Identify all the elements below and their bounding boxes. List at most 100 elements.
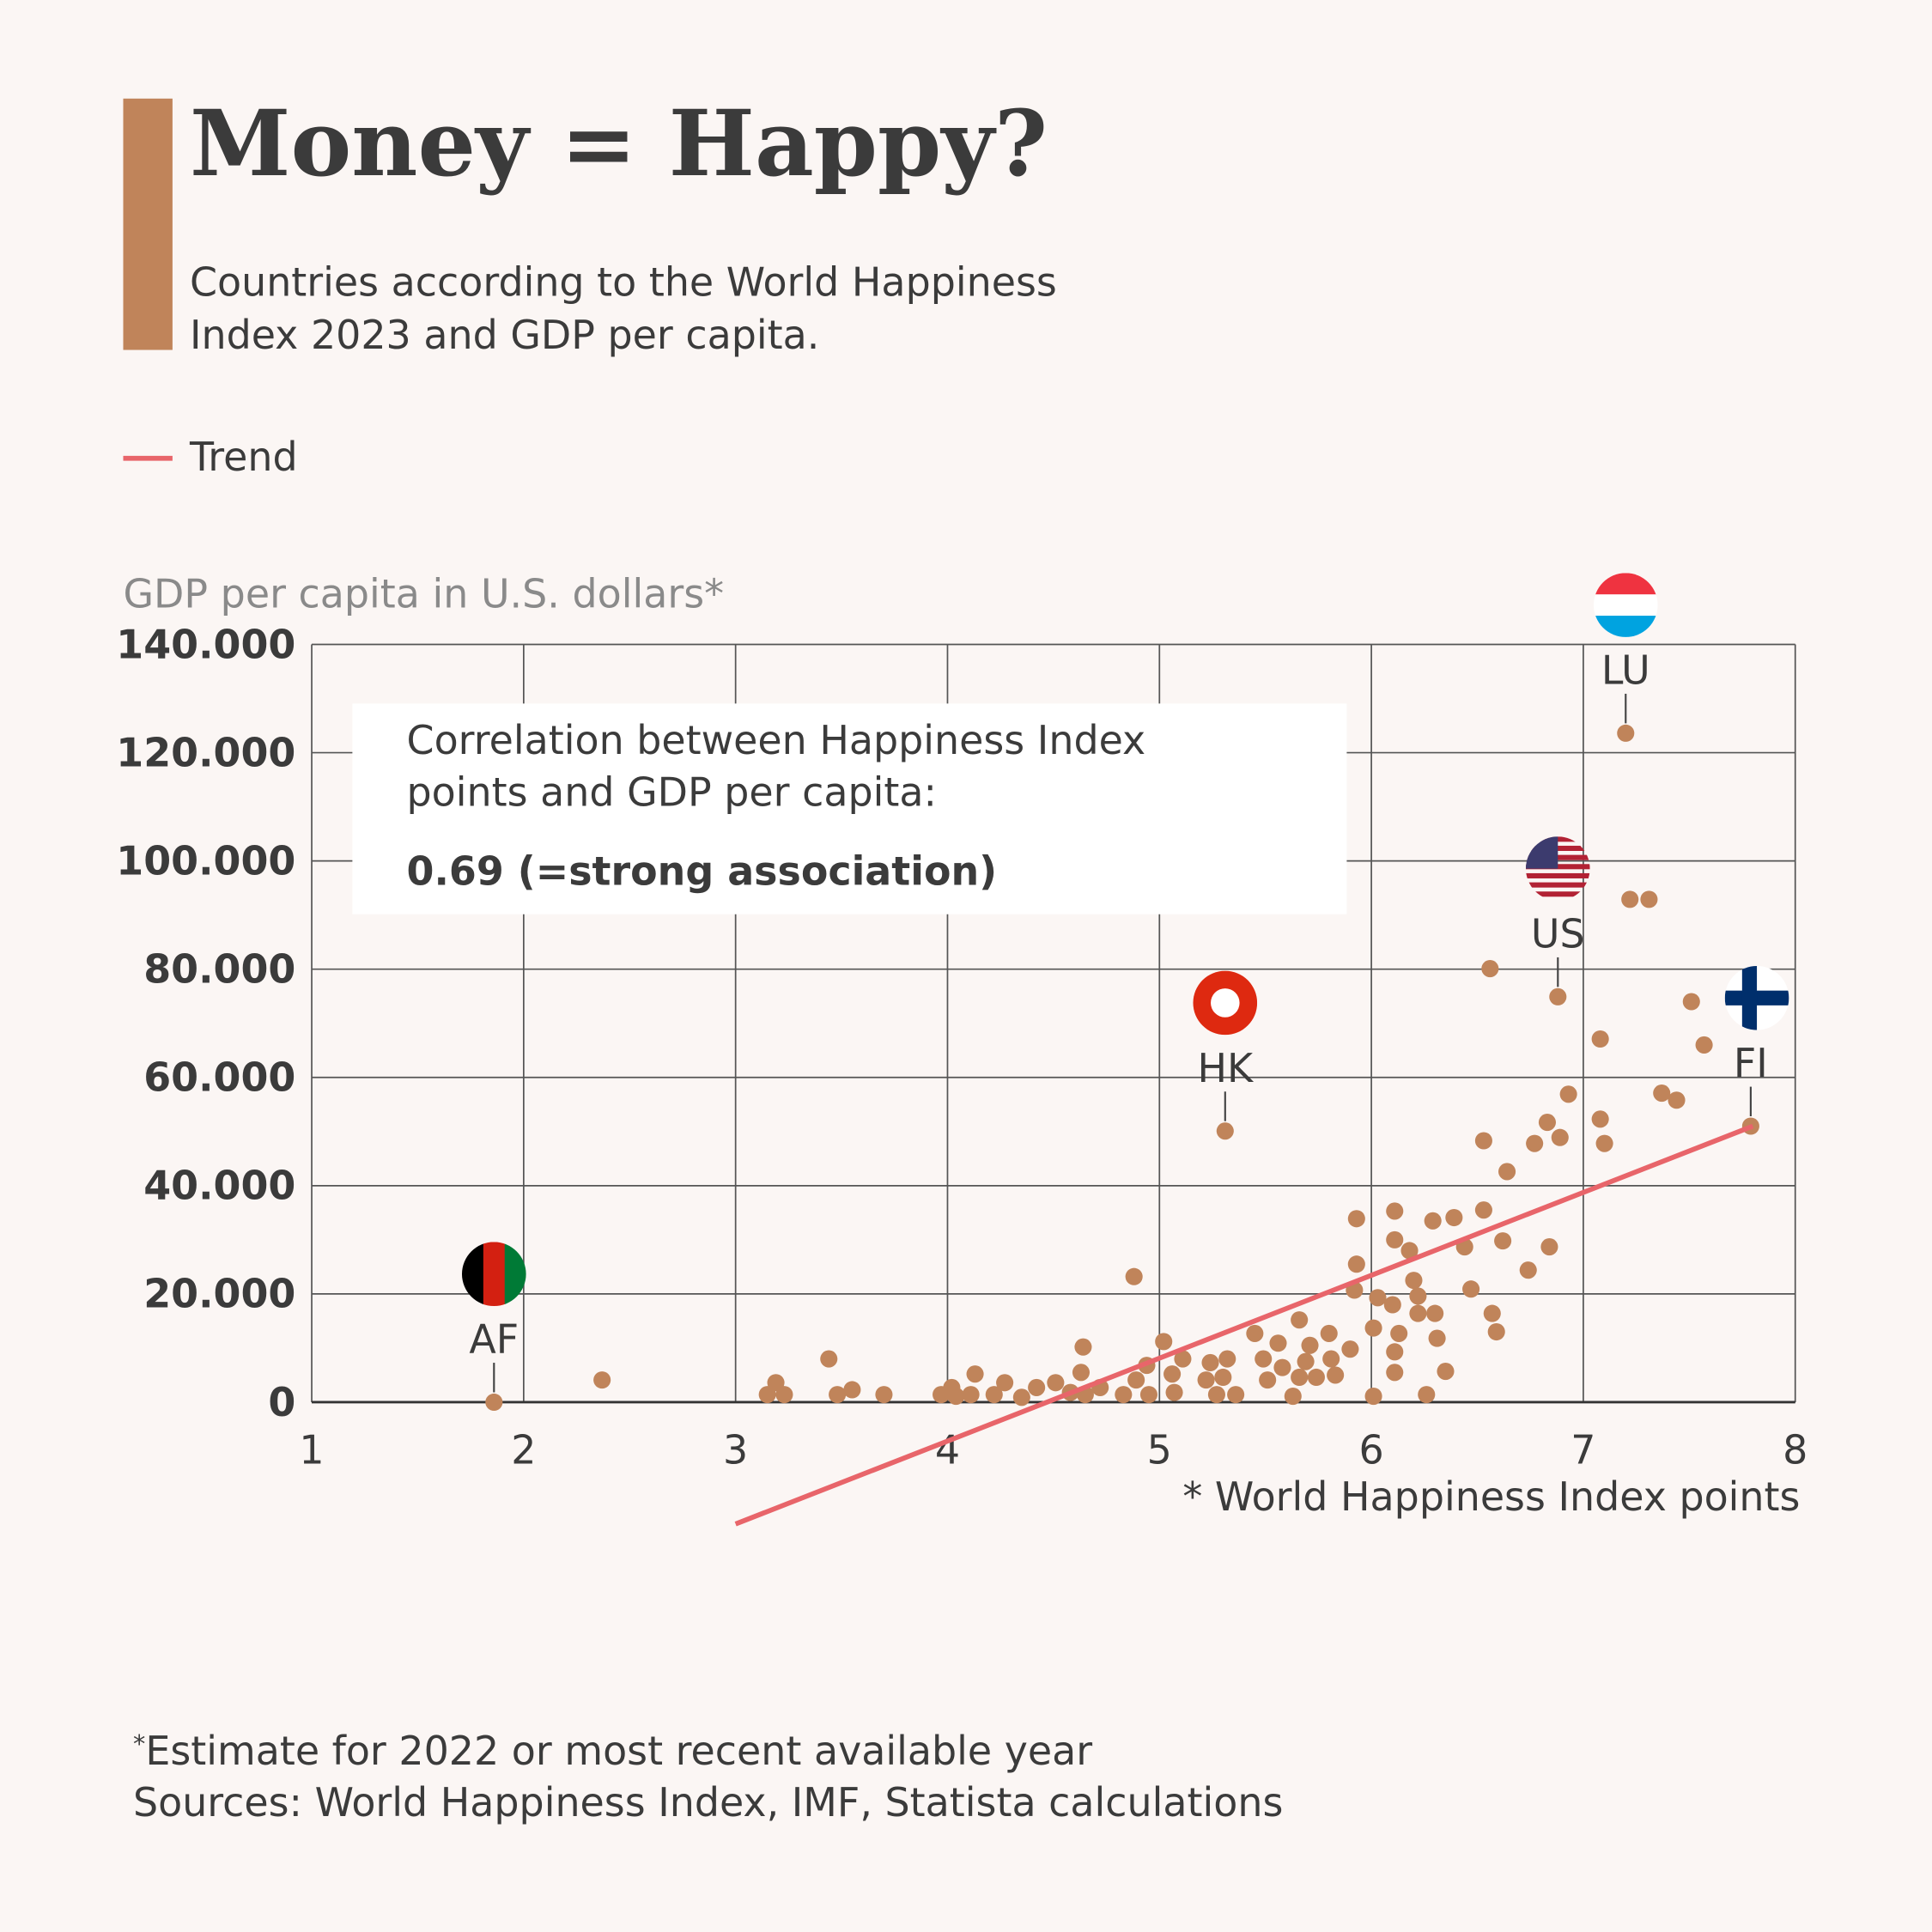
point <box>485 1393 503 1412</box>
flag-part <box>461 1242 484 1307</box>
point <box>1445 1208 1463 1227</box>
point <box>1383 1296 1401 1314</box>
point <box>1284 1387 1302 1406</box>
point <box>1426 1304 1444 1322</box>
point <box>1347 1255 1365 1273</box>
point <box>1273 1358 1291 1376</box>
y-tick-label: 40.000 <box>143 1163 295 1209</box>
flag-part <box>1525 891 1590 897</box>
point <box>1301 1336 1319 1354</box>
point <box>1291 1368 1309 1387</box>
point <box>1074 1338 1092 1356</box>
point <box>1428 1329 1446 1347</box>
source: Sources: World Happiness Index, IMF, Sta… <box>133 1779 1283 1826</box>
point <box>1409 1304 1427 1322</box>
flag <box>1193 970 1258 1036</box>
point <box>1386 1202 1404 1220</box>
point <box>1551 1128 1569 1146</box>
point <box>1424 1212 1442 1230</box>
point <box>1174 1350 1192 1368</box>
x-tick-label: 6 <box>1358 1427 1383 1473</box>
x-tick-label: 4 <box>935 1427 960 1473</box>
annotation-label: HK <box>1197 1045 1255 1091</box>
point <box>843 1381 861 1399</box>
point <box>1364 1387 1382 1406</box>
point <box>1255 1350 1273 1368</box>
flag-part <box>1741 965 1758 1030</box>
point <box>1028 1378 1046 1396</box>
point <box>1327 1366 1345 1384</box>
point <box>1494 1232 1512 1250</box>
point <box>1617 724 1635 742</box>
point <box>1653 1084 1671 1103</box>
point <box>1386 1343 1404 1361</box>
legend-label: Trend <box>189 434 298 480</box>
info-text: points and GDP per capita: <box>407 769 937 815</box>
point <box>947 1387 965 1406</box>
y-tick-label: 140.000 <box>116 621 295 667</box>
annotation-label: AF <box>469 1316 519 1363</box>
point <box>1682 993 1700 1011</box>
point <box>1474 1132 1492 1150</box>
subtitle: Countries according to the World Happine… <box>190 258 1057 305</box>
point <box>1519 1261 1537 1279</box>
point <box>1218 1350 1236 1368</box>
flag-part <box>1593 594 1658 617</box>
x-tick-label: 7 <box>1571 1427 1595 1473</box>
y-axis-label: GDP per capita in U.S. dollars* <box>123 570 724 617</box>
info-text: Correlation between Happiness Index <box>407 717 1146 763</box>
x-tick-label: 3 <box>723 1427 748 1473</box>
flag-part <box>1593 573 1658 595</box>
point <box>966 1365 984 1383</box>
point <box>1386 1230 1404 1249</box>
point <box>1364 1319 1382 1337</box>
annotation-label: LU <box>1601 647 1650 693</box>
point <box>1165 1383 1183 1401</box>
point <box>1591 1110 1609 1128</box>
point <box>829 1386 847 1404</box>
point <box>1291 1311 1309 1329</box>
point <box>1621 890 1639 908</box>
flag <box>461 1242 526 1307</box>
point <box>758 1386 776 1404</box>
point <box>1498 1163 1516 1181</box>
point <box>1483 1304 1501 1322</box>
point <box>1668 1091 1686 1109</box>
point <box>1400 1242 1419 1260</box>
title-bar <box>123 98 173 350</box>
y-tick-label: 60.000 <box>143 1054 295 1101</box>
x-tick-label: 8 <box>1783 1427 1807 1473</box>
point <box>820 1350 838 1368</box>
point <box>1320 1324 1338 1342</box>
point <box>1259 1371 1277 1389</box>
point <box>1369 1289 1387 1307</box>
point <box>1437 1362 1455 1381</box>
point <box>1695 1036 1713 1054</box>
footnote-text: Estimate for 2022 or most recent availab… <box>145 1728 1092 1774</box>
point <box>1201 1353 1219 1372</box>
point <box>1538 1114 1556 1132</box>
point <box>1474 1201 1492 1219</box>
subtitle: Index 2023 and GDP per capita. <box>190 312 819 358</box>
point <box>1197 1371 1215 1389</box>
flag <box>1593 573 1658 637</box>
point <box>1540 1238 1558 1256</box>
point <box>1163 1365 1182 1383</box>
point <box>1405 1272 1423 1290</box>
point <box>1115 1386 1133 1404</box>
flag-part <box>1525 836 1558 869</box>
point <box>996 1374 1014 1392</box>
chart-title: Money = Happy? <box>190 90 1048 197</box>
point <box>1155 1333 1173 1351</box>
point <box>875 1386 893 1404</box>
point <box>1227 1386 1245 1404</box>
point <box>1047 1374 1065 1392</box>
point <box>985 1386 1003 1404</box>
point <box>1595 1134 1613 1152</box>
point <box>1307 1368 1325 1387</box>
point <box>593 1371 611 1389</box>
x-axis-label: * World Happiness Index points <box>1182 1473 1800 1520</box>
y-tick-label: 120.000 <box>116 729 295 775</box>
trend-line <box>734 1123 1754 1527</box>
